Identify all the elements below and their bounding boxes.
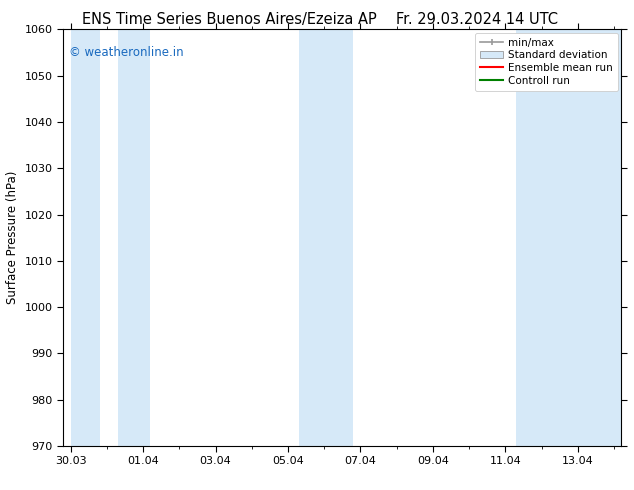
- Bar: [516, 29, 621, 446]
- Text: © weatheronline.in: © weatheronline.in: [69, 46, 184, 59]
- Bar: [118, 29, 150, 446]
- Bar: [70, 29, 100, 446]
- Text: ENS Time Series Buenos Aires/Ezeiza AP: ENS Time Series Buenos Aires/Ezeiza AP: [82, 12, 377, 27]
- Y-axis label: Surface Pressure (hPa): Surface Pressure (hPa): [6, 171, 19, 304]
- Text: Fr. 29.03.2024 14 UTC: Fr. 29.03.2024 14 UTC: [396, 12, 558, 27]
- Bar: [299, 29, 353, 446]
- Legend: min/max, Standard deviation, Ensemble mean run, Controll run: min/max, Standard deviation, Ensemble me…: [475, 32, 618, 91]
